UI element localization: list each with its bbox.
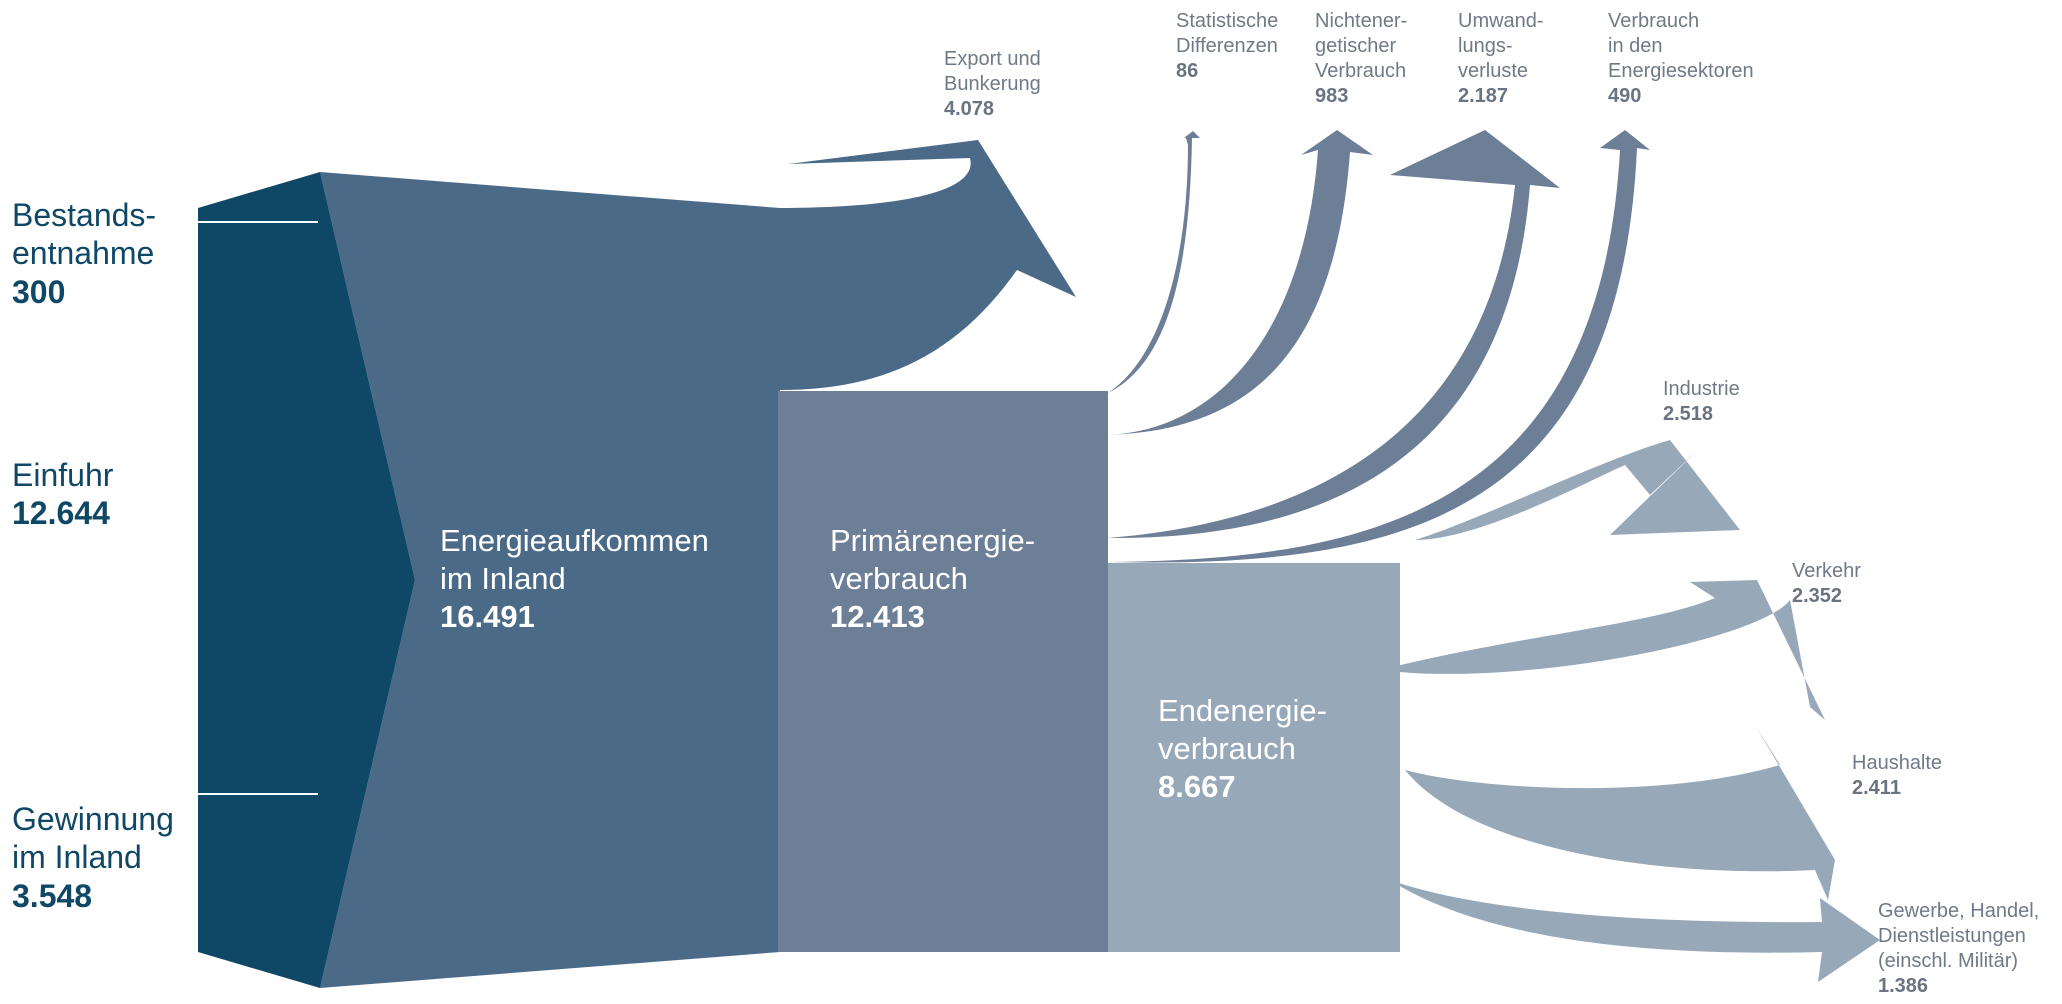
- source-name: Einfuhr: [12, 457, 114, 493]
- outflow-value: 983: [1315, 85, 1349, 107]
- source-name: Bestands-entnahme: [12, 197, 157, 272]
- node-name: Primärenergie-verbrauch: [830, 523, 1036, 596]
- flow-energiesektoren: [1108, 130, 1650, 563]
- outflow-name: Industrie: [1663, 378, 1740, 400]
- node-value: 12.413: [830, 598, 925, 634]
- flow-export: [780, 140, 1076, 390]
- outflow-name: Verkehr: [1792, 560, 1861, 582]
- sankey-boxes: [198, 172, 1400, 988]
- label-energieaufkommen: Energieaufkommen im Inland 16.491: [440, 522, 709, 635]
- label-nichtenergetisch: Nichtener-getischer Verbrauch 983: [1315, 9, 1407, 109]
- energieaufkommen-box: [320, 172, 780, 988]
- outflow-value: 2.187: [1458, 85, 1509, 107]
- label-industrie: Industrie 2.518: [1663, 377, 1740, 427]
- outflow-value: 2.352: [1792, 585, 1843, 607]
- label-umwandlung: Umwand-lungs-verluste 2.187: [1458, 9, 1544, 109]
- flow-umwandlung: [1108, 130, 1560, 539]
- flow-haushalte: [1405, 725, 1835, 900]
- sources-bar: [198, 172, 415, 988]
- label-endenergie: Endenergie-verbrauch 8.667: [1158, 692, 1327, 805]
- flow-industrie: [1415, 440, 1740, 540]
- outflow-name: Export und Bunkerung: [944, 48, 1041, 95]
- label-export: Export und Bunkerung 4.078: [944, 47, 1041, 122]
- outflow-value: 490: [1608, 85, 1642, 107]
- source-gewinnung: Gewinnung im Inland 3.548: [12, 800, 174, 915]
- primaerenergie-box: [778, 391, 1108, 952]
- outflow-name: Nichtener-getischer Verbrauch: [1315, 10, 1408, 82]
- flow-nichtenergetisch: [1108, 130, 1373, 435]
- energieaufkommen-flows: [780, 140, 1076, 390]
- label-statistische: Statistische Differenzen 86: [1176, 9, 1278, 84]
- source-value: 12.644: [12, 495, 110, 532]
- outflow-value: 1.386: [1878, 975, 1929, 997]
- endenergie-flows: [1380, 440, 1880, 982]
- outflow-value: 86: [1176, 60, 1199, 82]
- outflow-name: Umwand-lungs-verluste: [1458, 10, 1544, 82]
- node-value: 16.491: [440, 598, 535, 634]
- source-name: Gewinnung im Inland: [12, 801, 174, 876]
- source-einfuhr: Einfuhr 12.644: [12, 456, 113, 533]
- outflow-name: Verbrauch in den Energiesektoren: [1608, 10, 1754, 82]
- label-verkehr: Verkehr 2.352: [1792, 559, 1861, 609]
- label-haushalte: Haushalte 2.411: [1852, 751, 1942, 801]
- flow-statistische: [1108, 131, 1200, 393]
- endenergie-box: [1105, 563, 1400, 952]
- outflow-name: Gewerbe, Handel, Dienstleistungen (einschl…: [1878, 900, 2040, 972]
- outflow-value: 2.411: [1852, 777, 1901, 799]
- primaerenergie-flows: [1108, 130, 1650, 563]
- outflow-value: 4.078: [944, 98, 995, 120]
- source-value: 300: [12, 273, 66, 310]
- source-bestandsentnahme: Bestands-entnahme 300: [12, 196, 156, 311]
- node-name: Endenergie-verbrauch: [1158, 693, 1327, 766]
- label-primaerenergie: Primärenergie-verbrauch 12.413: [830, 522, 1035, 635]
- outflow-name: Statistische Differenzen: [1176, 10, 1279, 57]
- node-name: Energieaufkommen im Inland: [440, 523, 709, 596]
- outflow-value: 2.518: [1663, 403, 1714, 425]
- source-value: 3.548: [12, 877, 93, 914]
- node-value: 8.667: [1158, 768, 1236, 804]
- flow-gewerbe: [1390, 880, 1880, 982]
- outflow-name: Haushalte: [1852, 752, 1943, 774]
- label-energiesektoren: Verbrauch in den Energiesektoren 490: [1608, 9, 1754, 109]
- flow-verkehr: [1380, 580, 1825, 720]
- label-gewerbe: Gewerbe, Handel, Dienstleistungen (einschl…: [1878, 899, 2039, 999]
